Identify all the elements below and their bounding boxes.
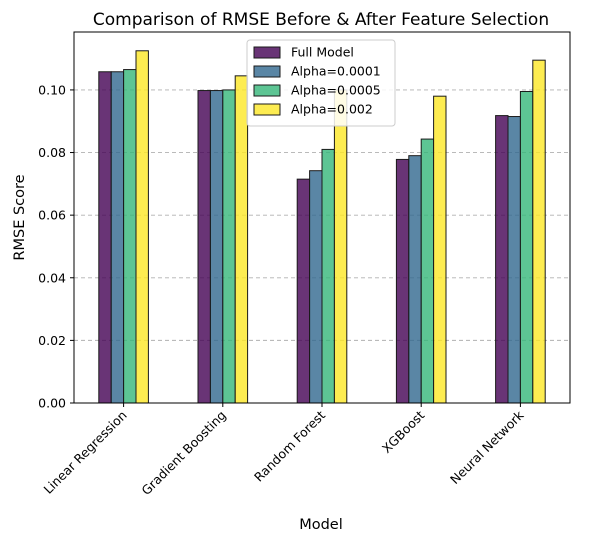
y-axis-ticks: 0.00 0.02 0.04 0.06 0.08 0.10 <box>38 82 74 411</box>
legend-swatch <box>253 84 281 97</box>
bar <box>532 59 546 404</box>
legend: Full Model Alpha=0.0001 Alpha=0.0005 Alpha=… <box>246 39 396 127</box>
legend-label: Full Model <box>291 45 354 60</box>
bar <box>135 50 149 404</box>
bar-group <box>395 95 447 404</box>
y-axis-title: RMSE Score <box>12 174 28 260</box>
bar <box>309 170 323 404</box>
bar-group <box>98 50 149 404</box>
legend-swatch <box>253 103 281 116</box>
legend-label: Alpha=0.002 <box>291 102 373 117</box>
bar <box>209 90 224 404</box>
x-tick-label: XGBoost <box>379 407 428 456</box>
bar <box>519 90 534 404</box>
legend-swatch <box>253 46 281 59</box>
bar <box>222 89 236 404</box>
bar <box>234 75 249 404</box>
bar-group <box>495 59 546 404</box>
y-tick-label: 0.02 <box>38 333 66 348</box>
bar <box>420 138 435 404</box>
bar <box>110 71 125 404</box>
legend-swatch <box>253 65 281 78</box>
x-axis-title: Model <box>299 517 343 533</box>
bar <box>321 148 335 404</box>
bar <box>507 116 521 404</box>
bar-group <box>197 75 249 404</box>
x-tick-label: Linear Regression <box>40 408 129 497</box>
y-tick-label: 0.00 <box>38 396 66 411</box>
y-tick-label: 0.04 <box>38 270 66 285</box>
bar <box>408 155 422 404</box>
x-tick-label: Neural Network <box>447 407 527 487</box>
x-axis-ticks: Linear Regression Gradient Boosting Random… <box>40 403 527 498</box>
bar-group <box>296 89 348 404</box>
x-tick-label: Random Forest <box>251 407 328 484</box>
bar <box>296 178 311 404</box>
bar <box>197 90 211 404</box>
bar <box>495 115 509 404</box>
y-tick-label: 0.06 <box>38 208 66 223</box>
bar <box>433 95 447 404</box>
bar <box>333 89 348 404</box>
bar <box>123 69 137 404</box>
legend-frame <box>246 39 396 127</box>
y-tick-label: 0.10 <box>38 82 66 97</box>
bar <box>395 158 410 404</box>
x-tick-label: Gradient Boosting <box>138 408 229 499</box>
legend-label: Alpha=0.0001 <box>291 64 381 79</box>
chart-title: Comparison of RMSE Before & After Featur… <box>93 10 549 30</box>
legend-label: Alpha=0.0005 <box>291 83 381 98</box>
y-tick-label: 0.08 <box>38 145 66 160</box>
bar <box>98 71 112 404</box>
bars <box>98 50 546 404</box>
